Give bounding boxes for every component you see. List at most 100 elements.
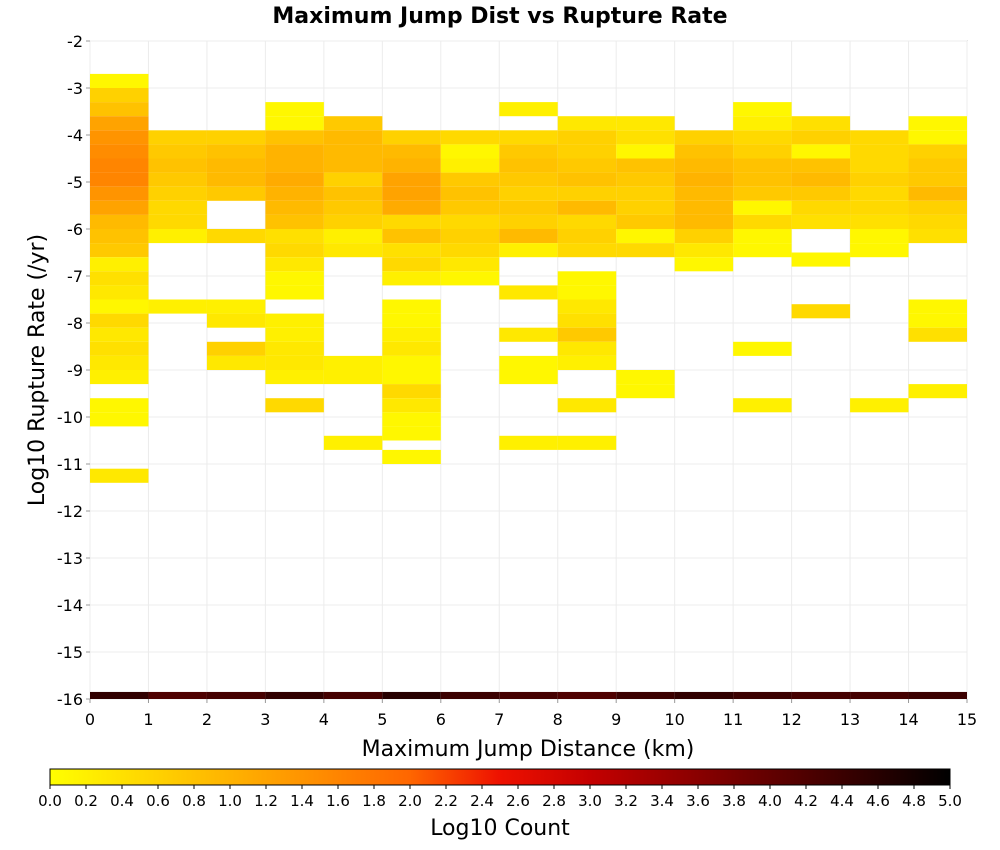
heatmap-cell (90, 73, 149, 88)
heatmap-cell (557, 158, 617, 173)
heatmap-cell (733, 691, 792, 699)
colorbar-tick-label: 3.4 (650, 792, 674, 810)
heatmap-cell (90, 271, 149, 286)
heatmap-cell (440, 243, 500, 258)
y-axis-title: Log10 Rupture Rate (/yr) (25, 234, 50, 506)
x-tick-label: 14 (898, 710, 918, 729)
heatmap-cell (440, 130, 500, 145)
heatmap-cell (616, 200, 675, 215)
heatmap-cell (323, 200, 383, 215)
x-tick-label: 12 (781, 710, 801, 729)
heatmap-cell (557, 200, 617, 215)
heatmap-cell (90, 257, 149, 272)
heatmap-cell (557, 285, 617, 300)
heatmap-cell (791, 186, 851, 201)
heatmap-cell (733, 200, 792, 215)
heatmap-cell (791, 130, 851, 145)
heatmap-cell (499, 200, 558, 215)
heatmap-cell (323, 214, 383, 229)
heatmap-cell (616, 229, 675, 244)
heatmap-cell (850, 158, 909, 173)
heatmap-cell (499, 130, 558, 145)
heatmap-cell (206, 158, 266, 173)
heatmap-cell (265, 370, 324, 385)
heatmap-cell (382, 271, 441, 286)
colorbar-tick-label: 4.2 (794, 792, 818, 810)
heatmap-cell (499, 285, 558, 300)
heatmap-cell (265, 130, 324, 145)
heatmap-cell (616, 158, 675, 173)
y-tick-label: -2 (67, 32, 83, 51)
y-axis-ticks: -2 -3 -4 -5 -6 -7 -8 -9 -10 -11 -12 -13 -14 -15 -16 (57, 32, 90, 709)
heatmap-cell (148, 299, 207, 314)
heatmap-cell (850, 186, 909, 201)
heatmap-cell (674, 229, 734, 244)
x-tick-label: 13 (840, 710, 860, 729)
heatmap-cell (382, 691, 441, 699)
heatmap-cell (499, 144, 558, 159)
x-tick-label: 6 (436, 710, 446, 729)
heatmap-cell (440, 158, 500, 173)
heatmap-cell (908, 116, 967, 131)
heatmap-cell (733, 398, 792, 413)
heatmap-cell (206, 313, 266, 328)
heatmap-cell (90, 243, 149, 258)
y-tick-label: -5 (67, 173, 83, 192)
heatmap-cell (90, 327, 149, 342)
heatmap-cell (90, 144, 149, 159)
heatmap-cell (382, 243, 441, 258)
heatmap-cell (323, 116, 383, 131)
y-tick-label: -7 (67, 267, 83, 286)
y-tick-label: -13 (57, 549, 83, 568)
colorbar-tick-label: 5.0 (938, 792, 962, 810)
heatmap-cell (674, 243, 734, 258)
heatmap-cell (206, 229, 266, 244)
heatmap-cell (616, 116, 675, 131)
x-axis-ticks: 0 1 2 3 4 5 6 7 8 9 10 11 12 13 14 15 (85, 699, 977, 729)
heatmap-cell (265, 116, 324, 131)
heatmap-cell (850, 214, 909, 229)
heatmap-cell (323, 186, 383, 201)
heatmap-cell (557, 172, 617, 187)
heatmap-cell (674, 200, 734, 215)
heatmap-cell (850, 200, 909, 215)
heatmap-cell (323, 158, 383, 173)
colorbar-tick-label: 1.8 (362, 792, 386, 810)
heatmap-cell (382, 370, 441, 385)
colorbar-tick-label: 4.4 (830, 792, 854, 810)
heatmap-cell (323, 144, 383, 159)
heatmap-cell (557, 691, 617, 699)
heatmap-cell (90, 299, 149, 314)
heatmap-cell (382, 214, 441, 229)
heatmap-cell (382, 426, 441, 441)
heatmap-cell (440, 214, 500, 229)
heatmap-cell (440, 271, 500, 286)
x-tick-label: 15 (957, 710, 977, 729)
heatmap-cell (265, 271, 324, 286)
y-tick-label: -12 (57, 502, 83, 521)
heatmap-cell (908, 229, 967, 244)
y-tick-label: -3 (67, 79, 83, 98)
heatmap-cell (908, 299, 967, 314)
colorbar-tick-label: 4.6 (866, 792, 890, 810)
heatmap-cell (850, 172, 909, 187)
heatmap-cell (674, 158, 734, 173)
heatmap-cell (616, 691, 675, 699)
heatmap-cell (557, 229, 617, 244)
heatmap-cell (908, 172, 967, 187)
heatmap-cell (382, 398, 441, 413)
heatmap-cell (206, 299, 266, 314)
colorbar-tick-label: 3.8 (722, 792, 746, 810)
heatmap-cell (616, 243, 675, 258)
heatmap-cell (557, 144, 617, 159)
heatmap-cell (499, 158, 558, 173)
heatmap-cell (908, 327, 967, 342)
x-tick-label: 4 (319, 710, 329, 729)
colorbar-tick-label: 2.8 (542, 792, 566, 810)
heatmap-cell (557, 341, 617, 356)
x-tick-label: 1 (143, 710, 153, 729)
heatmap-cell (440, 186, 500, 201)
heatmap-cell (90, 691, 149, 699)
heatmap-cell (733, 214, 792, 229)
heatmap-cell (206, 341, 266, 356)
